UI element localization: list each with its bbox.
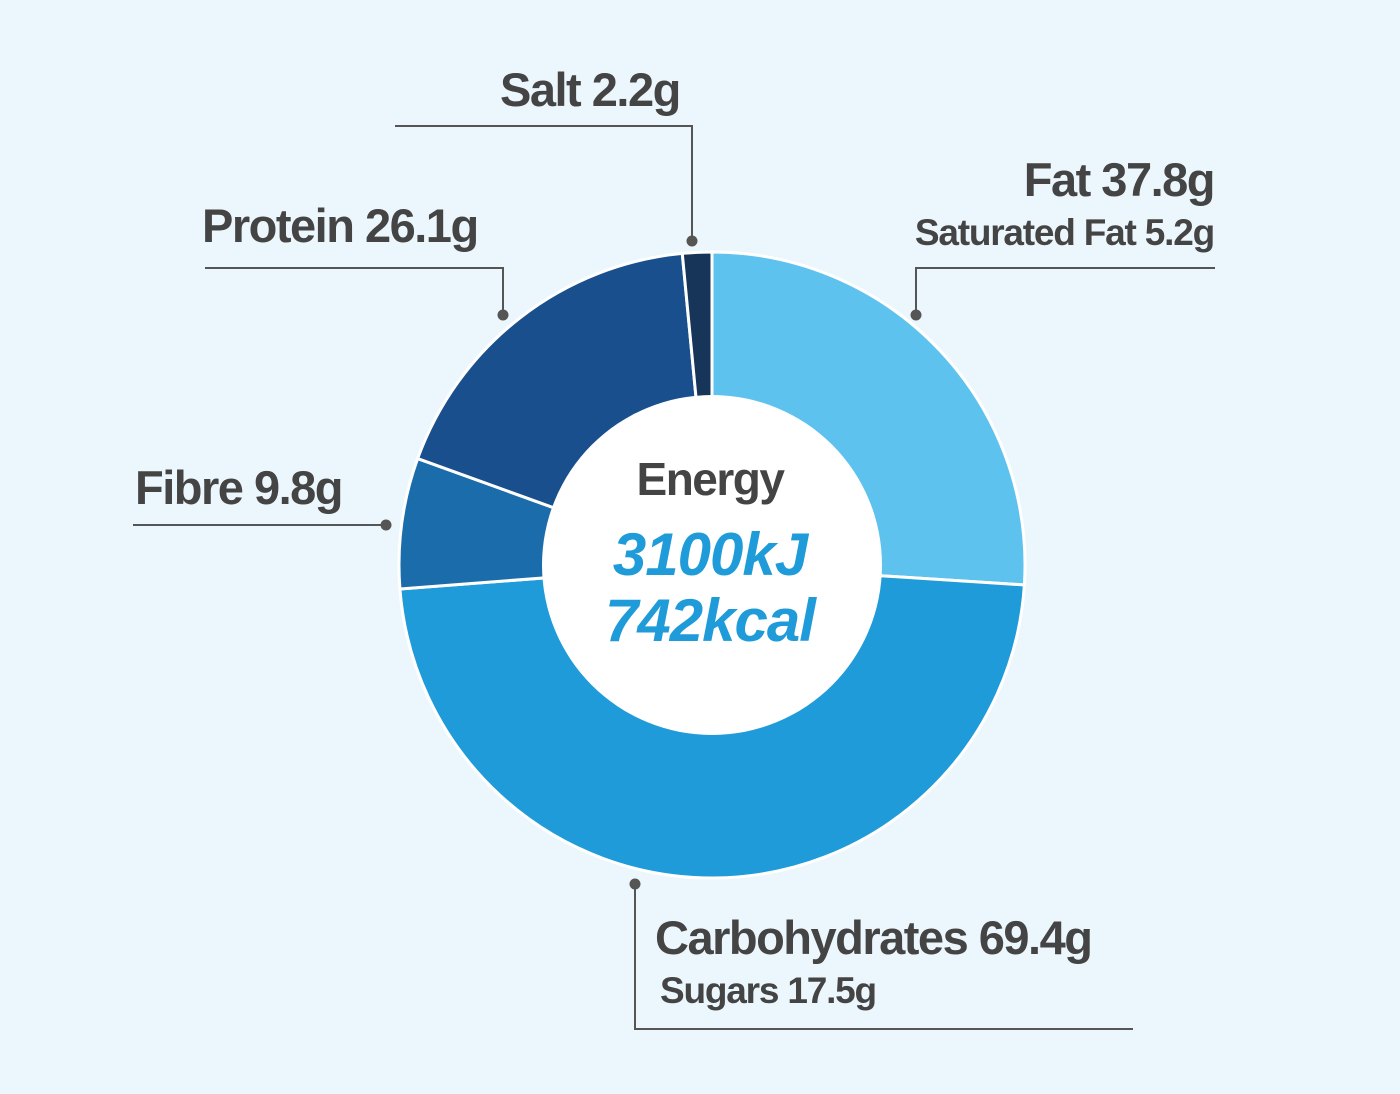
leader-lines xyxy=(133,125,1215,1030)
protein-leader xyxy=(205,267,504,315)
fat-leader xyxy=(915,267,1215,315)
salt-leader xyxy=(395,125,693,241)
fibre-label: Fibre 9.8g xyxy=(135,461,344,514)
saturated-fat-label: Saturated Fat 5.2g xyxy=(914,212,1215,253)
salt-leader-dot xyxy=(686,235,698,247)
protein-label: Protein 26.1g xyxy=(202,199,479,252)
salt-label: Salt 2.2g xyxy=(500,63,681,116)
carbohydrates-label: Carbohydrates 69.4g xyxy=(655,911,1093,964)
fat-leader-dot xyxy=(910,309,922,321)
fat-label: Fat 37.8g xyxy=(1023,153,1216,206)
energy-kj-value: 3100kJ xyxy=(612,521,808,588)
fibre-leader-dot xyxy=(380,519,392,531)
energy-kcal-value: 742kcal xyxy=(605,587,816,654)
sugars-label: Sugars 17.5g xyxy=(660,970,877,1011)
carbohydrates-leader-dot xyxy=(629,878,641,890)
carbohydrates-leader xyxy=(634,884,1133,1030)
donut-hole xyxy=(542,395,882,735)
center-title: Energy xyxy=(636,453,785,505)
protein-leader-dot xyxy=(497,309,509,321)
